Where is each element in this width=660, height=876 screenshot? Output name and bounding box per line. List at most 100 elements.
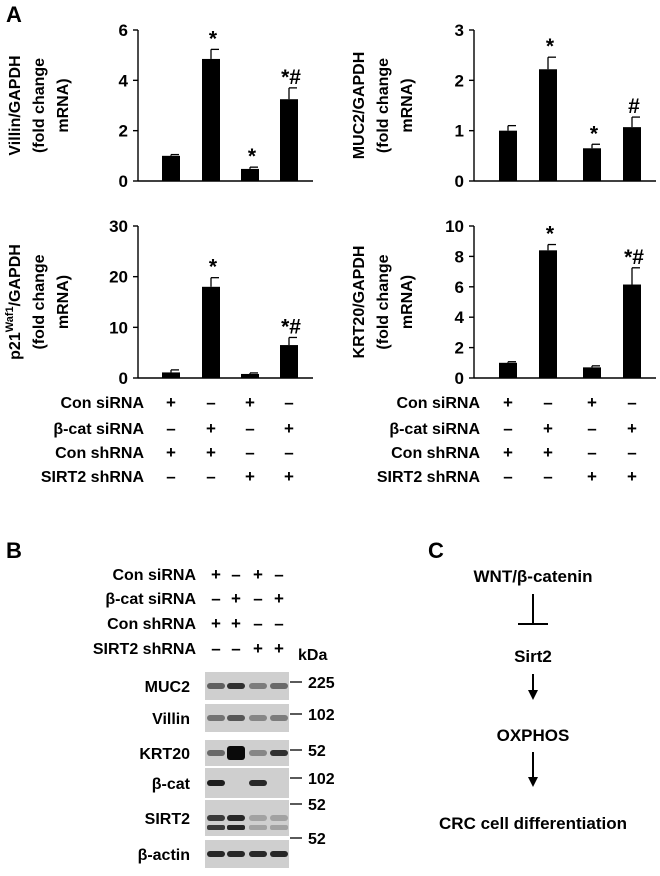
blot-condition-symbol: + — [231, 614, 241, 633]
condition-symbol: + — [587, 467, 597, 486]
y-tick-label: 2 — [455, 71, 464, 90]
condition-symbol: – — [284, 443, 293, 462]
bar — [623, 127, 641, 181]
blot-protein-label: Villin — [152, 711, 190, 728]
y-axis-label: mRNA) — [55, 78, 72, 132]
condition-symbol: – — [206, 393, 215, 412]
blot-band-lower — [207, 825, 225, 830]
bar — [162, 155, 180, 181]
bar — [583, 367, 601, 378]
blot-protein-label: β-cat — [152, 776, 191, 793]
blot-condition-label: SIRT2 shRNA — [93, 641, 197, 658]
blot-band-lower — [227, 825, 245, 830]
y-tick-label: 10 — [109, 318, 128, 337]
blot-band-lower — [270, 825, 288, 830]
condition-symbol: – — [503, 419, 512, 438]
blot-condition-symbol: – — [274, 614, 283, 633]
condition-label: SIRT2 shRNA — [377, 469, 481, 486]
bar — [539, 250, 557, 378]
bar — [241, 373, 259, 378]
condition-label: Con shRNA — [391, 445, 480, 462]
chart-krt20: 0 2 4 6 8 10 * *# KRT20/GAPDH (fold change mRNA) — [351, 217, 656, 388]
blot-band — [207, 851, 225, 857]
condition-table-left: Con siRNA + – + – β-cat siRNA – + – + Con shRNA + + –… — [41, 393, 294, 486]
condition-symbol: – — [245, 419, 254, 438]
bar — [280, 99, 298, 181]
condition-symbol: + — [166, 393, 176, 412]
significance-mark: *# — [281, 66, 301, 89]
marker-label: 52 — [308, 797, 326, 814]
pathway-node: Sirt2 — [514, 647, 552, 666]
marker-label: 102 — [308, 707, 335, 724]
condition-symbol: – — [503, 467, 512, 486]
y-axis-label: mRNA) — [399, 78, 416, 132]
condition-symbol: – — [166, 467, 175, 486]
condition-symbol: – — [627, 443, 636, 462]
condition-symbol: + — [245, 467, 255, 486]
bar — [202, 58, 220, 181]
y-tick-label: 2 — [119, 122, 128, 141]
y-axis-label: mRNA) — [55, 275, 72, 329]
marker-label: 225 — [308, 675, 335, 692]
arrowhead — [528, 777, 538, 787]
blot-condition-symbol: – — [253, 589, 262, 608]
y-axis-label: Villin/GAPDH — [7, 55, 24, 155]
condition-symbol: – — [166, 419, 175, 438]
kda-label: kDa — [298, 647, 327, 664]
blot-band — [227, 746, 245, 760]
blot-band — [249, 815, 267, 821]
blot-band — [207, 815, 225, 821]
y-tick-label: 10 — [445, 217, 464, 236]
y-tick-label: 3 — [455, 21, 464, 40]
condition-symbol: + — [206, 443, 216, 462]
bar — [623, 284, 641, 378]
blot-band — [207, 683, 225, 689]
marker-label: 52 — [308, 831, 326, 848]
blot-band — [270, 851, 288, 857]
y-tick-label: 20 — [109, 268, 128, 287]
blot-condition-symbol: + — [253, 639, 263, 658]
significance-mark: * — [248, 145, 257, 168]
condition-symbol: + — [543, 419, 553, 438]
condition-label: β-cat siRNA — [53, 421, 144, 438]
condition-symbol: + — [284, 467, 294, 486]
condition-symbol: + — [206, 419, 216, 438]
blot-protein-label: β-actin — [138, 847, 190, 864]
significance-mark: # — [628, 95, 640, 118]
y-axis-label: p21Waf1/GAPDH — [4, 244, 24, 360]
y-axis-label: (fold change — [375, 254, 392, 349]
panel-label-a: A — [6, 2, 22, 27]
chart-villin: 0 2 4 6 * * *# Villin/GAPDH (fold change mRNA) — [7, 21, 313, 191]
blot-condition-label: Con siRNA — [112, 567, 196, 584]
condition-label: SIRT2 shRNA — [41, 469, 145, 486]
condition-symbol: – — [245, 443, 254, 462]
blot-band — [270, 715, 288, 721]
pathway-node: OXPHOS — [497, 726, 570, 745]
y-axis-label: (fold change — [31, 58, 48, 153]
y-tick-label: 30 — [109, 217, 128, 236]
condition-symbol: + — [503, 443, 513, 462]
condition-symbol: + — [166, 443, 176, 462]
blot-condition-symbol: – — [231, 639, 240, 658]
condition-label: Con siRNA — [396, 395, 480, 412]
blot-condition-symbol: – — [231, 565, 240, 584]
chart-p21: 0 10 20 30 * *# p21Waf1/GAPDH (fold change mRNA) — [4, 217, 313, 388]
bar — [162, 372, 180, 378]
condition-symbol: – — [284, 393, 293, 412]
condition-label: β-cat siRNA — [389, 421, 480, 438]
condition-symbol: – — [543, 467, 552, 486]
blot-condition-symbol: – — [274, 565, 283, 584]
blot-condition-symbol: + — [274, 639, 284, 658]
bar — [583, 148, 601, 181]
condition-symbol: + — [627, 467, 637, 486]
blot-condition-symbol: – — [211, 589, 220, 608]
significance-mark: *# — [624, 246, 644, 269]
blot-band — [207, 715, 225, 721]
blot-condition-symbol: + — [211, 565, 221, 584]
bar — [280, 345, 298, 378]
significance-mark: *# — [281, 315, 301, 338]
y-tick-label: 4 — [119, 71, 129, 90]
blot-condition-symbol: – — [253, 614, 262, 633]
condition-label: Con shRNA — [55, 445, 144, 462]
condition-symbol: + — [503, 393, 513, 412]
